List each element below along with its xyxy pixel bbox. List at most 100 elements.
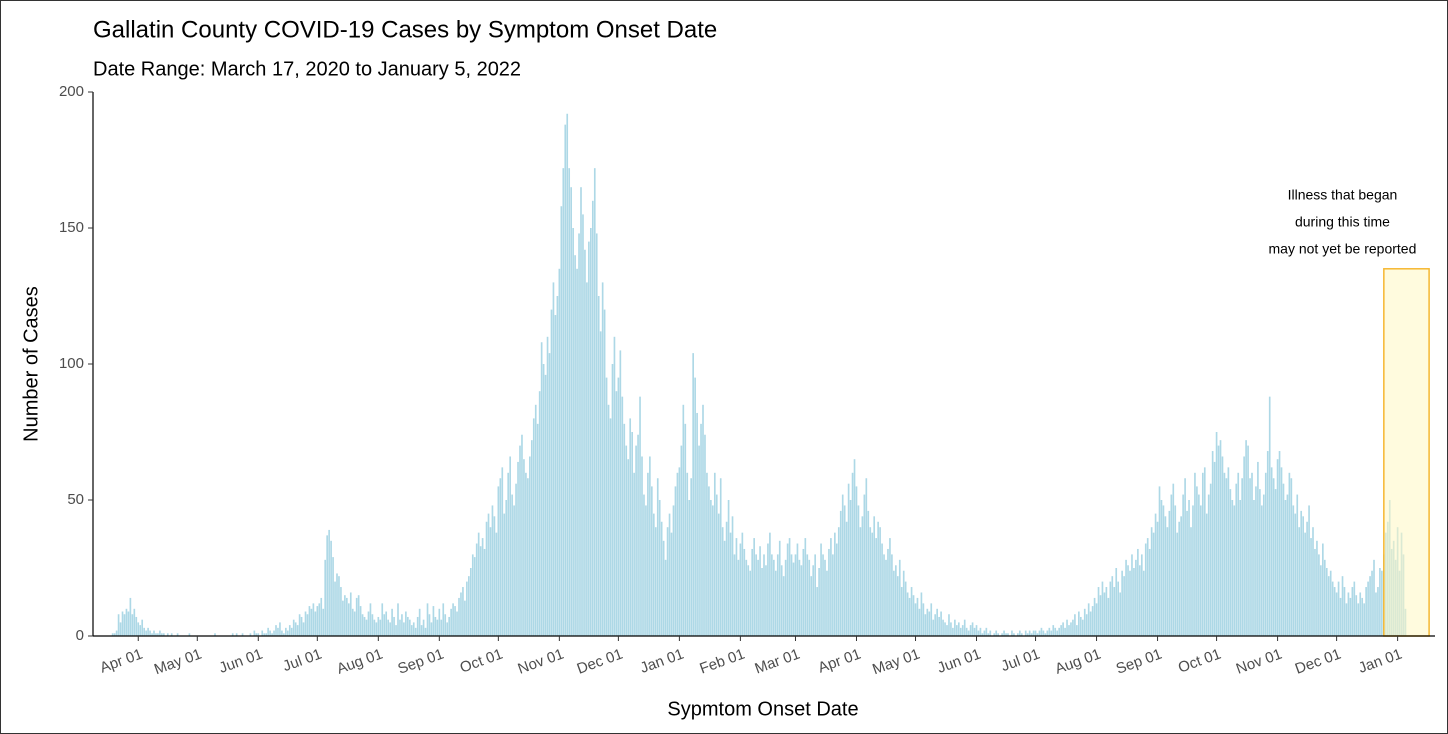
bar (1268, 396, 1271, 636)
bar (344, 595, 346, 636)
bar (1058, 627, 1060, 636)
bar (267, 627, 269, 636)
bar (832, 554, 834, 636)
bar (503, 513, 506, 636)
bar (1219, 440, 1222, 636)
bar (353, 611, 356, 636)
bar (1190, 527, 1192, 636)
bar (324, 559, 327, 636)
bar (296, 625, 299, 636)
bar (176, 633, 179, 636)
bar (283, 633, 285, 636)
bar (436, 619, 439, 636)
bar (981, 633, 984, 636)
bar (849, 500, 852, 636)
bar (631, 432, 633, 636)
bar (940, 611, 942, 636)
bar (611, 364, 614, 636)
bar (249, 633, 252, 636)
bar (1109, 581, 1112, 636)
bar (1101, 581, 1104, 636)
bar (774, 570, 777, 636)
bar (1056, 630, 1059, 636)
bar (277, 627, 279, 636)
bar (1329, 570, 1332, 636)
bar (898, 559, 901, 636)
bar (696, 412, 698, 636)
bar (440, 619, 443, 636)
bar (495, 532, 498, 636)
bar (385, 611, 388, 636)
bar (729, 532, 732, 636)
bar (1198, 494, 1200, 636)
bar (861, 516, 864, 636)
bar (1079, 616, 1082, 636)
bar (383, 614, 386, 636)
bar (891, 554, 893, 636)
bar (784, 559, 787, 636)
annotation: Illness that began (1288, 187, 1398, 203)
bar (790, 554, 793, 636)
bar (806, 554, 809, 636)
bar (342, 600, 344, 636)
bar (450, 608, 452, 636)
bar (1290, 478, 1293, 636)
bar (473, 557, 476, 636)
bar (924, 614, 927, 636)
bar (851, 472, 854, 636)
bar (800, 565, 803, 636)
bar (145, 630, 147, 636)
bar (660, 521, 663, 636)
bar (804, 538, 807, 636)
bar (1113, 587, 1116, 636)
bar (989, 630, 992, 636)
bar (1184, 478, 1186, 636)
bar (424, 627, 427, 636)
bar (845, 521, 848, 636)
bar (855, 486, 858, 636)
y-axis-label: Number of Cases (20, 286, 42, 442)
bar (1239, 500, 1242, 636)
bar (1276, 459, 1279, 636)
bar (893, 570, 895, 636)
bar (605, 377, 608, 636)
bar (1066, 619, 1068, 636)
bar (824, 559, 826, 636)
bar (159, 630, 161, 636)
bar (1323, 559, 1326, 636)
bar (637, 434, 639, 636)
bar (1249, 478, 1251, 636)
bar (690, 478, 693, 636)
bar (1078, 611, 1080, 636)
bar (944, 622, 946, 636)
bar (1115, 568, 1118, 636)
bar (1296, 494, 1299, 636)
bar (900, 587, 903, 636)
bar (454, 606, 456, 636)
bar (1105, 587, 1108, 636)
bar (1371, 570, 1373, 636)
bar (595, 233, 598, 636)
bar (1178, 521, 1181, 636)
bar (1266, 451, 1269, 636)
bar (967, 630, 970, 636)
bar (826, 570, 828, 636)
bar (530, 440, 533, 636)
bar (816, 587, 818, 636)
bar (1241, 478, 1243, 636)
bar (627, 459, 630, 636)
bar (965, 627, 968, 636)
bar (434, 616, 437, 636)
bar (1353, 581, 1356, 636)
bar (1123, 576, 1125, 636)
bar (389, 622, 391, 636)
bar (975, 625, 978, 636)
bar (593, 168, 596, 636)
bar (312, 603, 315, 636)
bar (1142, 570, 1145, 636)
bar (786, 543, 789, 636)
bar (1091, 606, 1094, 636)
bar (1262, 494, 1265, 636)
bar (253, 630, 256, 636)
bar (1286, 494, 1289, 636)
